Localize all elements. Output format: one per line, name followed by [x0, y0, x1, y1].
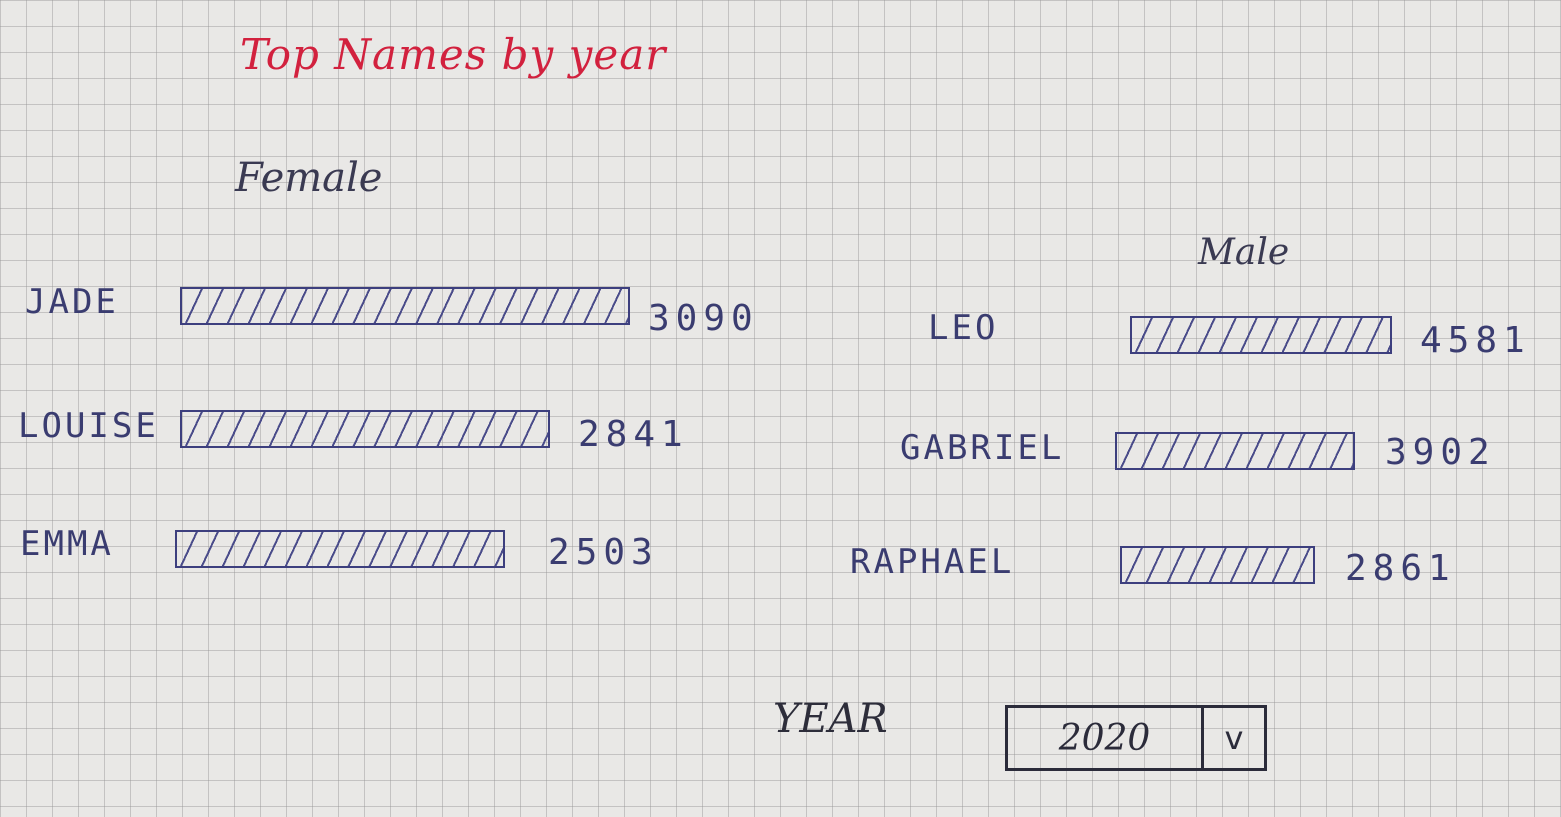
chevron-down-icon[interactable]: v [1224, 719, 1244, 757]
female-bar-2 [180, 410, 550, 448]
female-name-3: EMMA [20, 524, 114, 564]
male-bar-3 [1120, 546, 1315, 584]
female-bar-1 [180, 287, 630, 325]
male-name-3: RAPHAEL [850, 542, 1015, 582]
male-count-3: 2861 [1345, 548, 1456, 589]
male-name-2: GABRIEL [900, 428, 1065, 468]
year-selected-value: 2020 [1008, 708, 1204, 768]
male-count-2: 3902 [1385, 432, 1496, 473]
female-name-1: JADE [25, 282, 119, 322]
female-name-2: LOUISE [18, 406, 159, 446]
female-count-3: 2503 [548, 532, 659, 573]
male-count-1: 4581 [1420, 320, 1531, 361]
page-title: Top Names by year [240, 30, 667, 79]
year-dropdown[interactable]: 2020 v [1005, 705, 1267, 771]
male-section-label: Male [1198, 232, 1290, 273]
year-label: YEAR [773, 696, 888, 742]
female-bar-3 [175, 530, 505, 568]
male-name-1: LEO [928, 308, 999, 348]
female-count-1: 3090 [648, 298, 759, 339]
female-count-2: 2841 [578, 414, 689, 455]
male-bar-2 [1115, 432, 1355, 470]
male-bar-1 [1130, 316, 1392, 354]
female-section-label: Female [235, 155, 383, 201]
